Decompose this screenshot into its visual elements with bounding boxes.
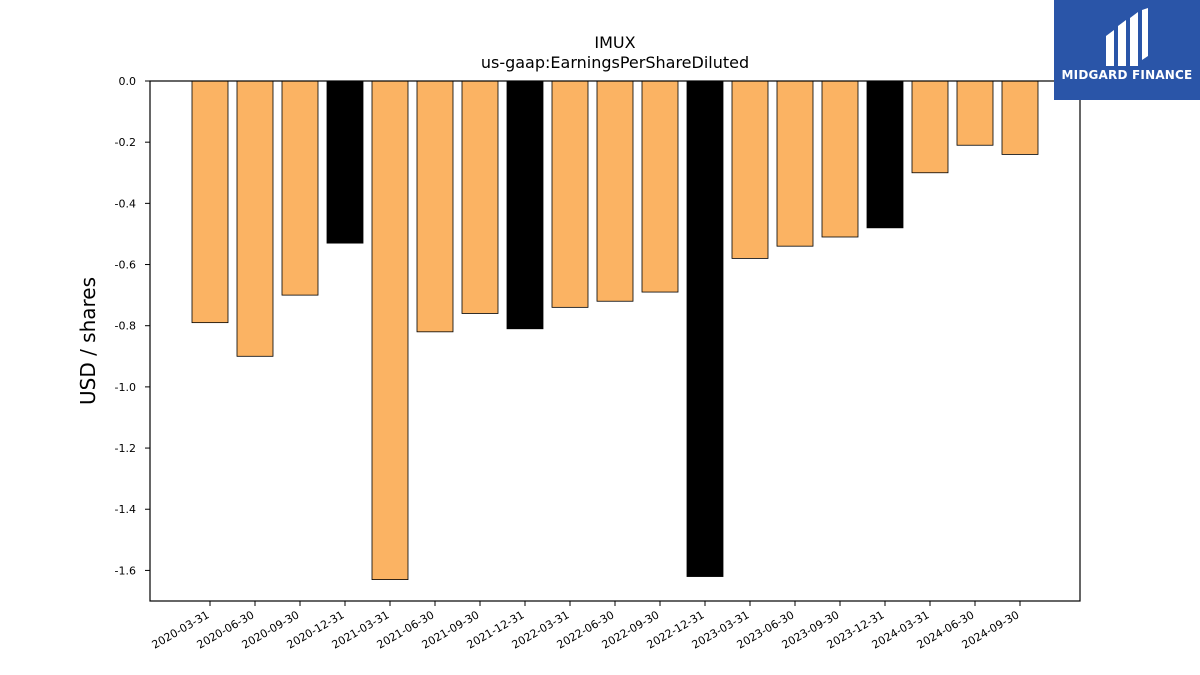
bar-2023-06-30 <box>776 80 814 247</box>
y-axis-label: USD / shares <box>76 277 100 405</box>
brand-name: MIDGARD FINANCE <box>1061 68 1193 82</box>
bar-2021-03-31 <box>371 80 409 580</box>
y-tick-label: -1.2 <box>115 442 136 455</box>
y-tick-label: -0.4 <box>115 197 136 210</box>
bar-2022-06-30 <box>596 80 634 302</box>
bar-2022-03-31 <box>551 80 589 308</box>
bar-2024-03-31 <box>911 80 949 174</box>
brand-logo: MIDGARD FINANCE <box>1054 0 1200 100</box>
y-tick-label: -1.4 <box>115 503 136 516</box>
bar-2020-12-31 <box>326 80 364 244</box>
y-tick-label: 0.0 <box>119 75 137 88</box>
bar-2020-09-30 <box>281 80 319 296</box>
bar-2021-12-31 <box>506 80 544 330</box>
bar-2021-06-30 <box>416 80 454 333</box>
bar-2024-09-30 <box>1001 80 1039 155</box>
chart-title: IMUX <box>594 33 635 52</box>
y-tick-label: -1.0 <box>115 381 136 394</box>
bar-2023-09-30 <box>821 80 859 238</box>
bar-2020-03-31 <box>191 80 229 324</box>
bar-2024-06-30 <box>956 80 994 146</box>
chart-subtitle: us-gaap:EarningsPerShareDiluted <box>481 53 749 72</box>
y-tick-label: -0.6 <box>115 259 136 272</box>
y-axis: 0.0 -0.2 -0.4 -0.6 -0.8 -1.0 -1.2 -1.4 -1.6 <box>115 75 150 577</box>
y-tick-label: -0.8 <box>115 320 136 333</box>
bar-2022-12-31 <box>686 80 724 577</box>
x-axis: 2020-03-312020-06-302020-09-302020-12-31… <box>150 601 1022 652</box>
y-tick-label: -1.6 <box>115 564 136 577</box>
bar-2023-03-31 <box>731 80 769 259</box>
bar-2022-09-30 <box>641 80 679 293</box>
bar-2023-12-31 <box>866 80 904 229</box>
bars-group <box>191 80 1039 580</box>
midgard-logo-icon <box>1106 8 1148 66</box>
bar-2020-06-30 <box>236 80 274 357</box>
bar-2021-09-30 <box>461 80 499 314</box>
y-tick-label: -0.2 <box>115 136 136 149</box>
plot-frame <box>149 80 1081 602</box>
